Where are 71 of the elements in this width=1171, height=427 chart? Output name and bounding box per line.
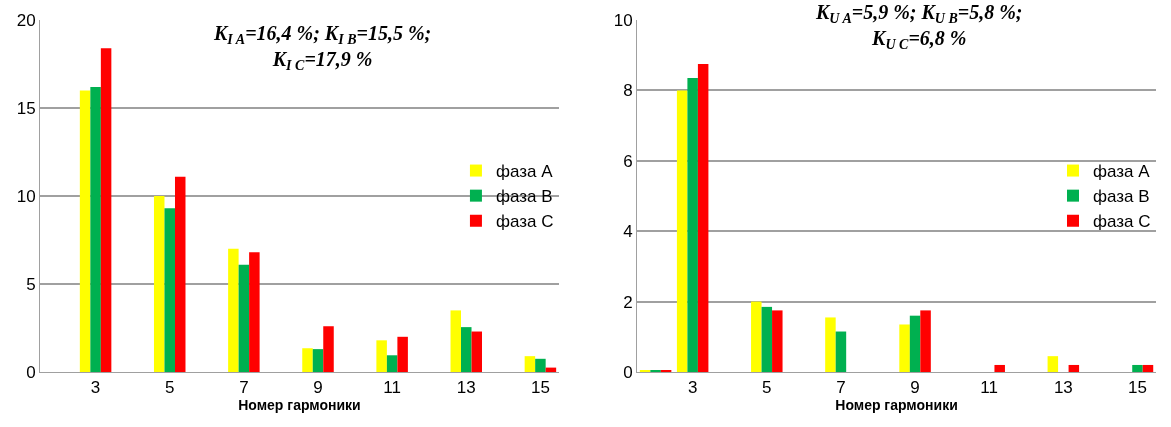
legend-label: фаза C (1093, 212, 1151, 232)
bar (238, 264, 250, 372)
bar (676, 90, 688, 372)
bar (90, 86, 101, 372)
bar (909, 315, 921, 372)
bar (386, 355, 398, 372)
bar (687, 78, 698, 372)
bar (1047, 356, 1059, 372)
bar (761, 306, 773, 372)
bar (1142, 364, 1154, 372)
x-tick-label: 7 (239, 378, 249, 398)
bar (249, 252, 260, 372)
bar (450, 310, 462, 372)
bar (323, 326, 334, 372)
x-tick-label: 11 (980, 378, 999, 398)
chart-title: K$_{U A}$=5,9 %; K$_{U B}$=5,8 %; K$_{U C}$=6,8 % (816, 1, 1023, 53)
chart-title: K$_{I A}$=16,4 %; K$_{I B}$=15,5 %; K$_{I C}$=17,9 % (214, 22, 432, 74)
bar (312, 349, 324, 372)
y-tick-label: 10 (16, 186, 36, 206)
y-tick-label: 15 (16, 98, 36, 118)
bar (994, 364, 1005, 372)
bar (1132, 364, 1143, 372)
x-axis-title: Номер гармоники (238, 397, 361, 414)
bar (100, 48, 112, 372)
x-tick-label: 3 (90, 378, 101, 398)
bar (397, 336, 408, 372)
legend-label: фаза A (495, 162, 554, 182)
bar (920, 310, 931, 372)
bar (835, 331, 847, 372)
legend-label: фаза B (1093, 187, 1150, 207)
x-tick-label: 15 (1128, 378, 1147, 398)
y-tick-label: 0 (26, 362, 36, 382)
bar (697, 64, 709, 372)
bar (461, 327, 472, 372)
legend-label: фаза A (1093, 162, 1151, 182)
bar (535, 358, 546, 372)
legend-label: фаза B (495, 187, 553, 207)
legend-label: фаза C (495, 212, 554, 232)
x-axis-title: Номер гармоники (835, 397, 958, 414)
bar (228, 248, 239, 372)
bar (174, 176, 186, 372)
bar (79, 90, 91, 372)
x-tick-label: 9 (313, 378, 323, 398)
x-tick-label: 5 (762, 378, 772, 398)
bar (153, 196, 165, 372)
bar (825, 317, 836, 372)
x-tick-label: 3 (687, 378, 698, 398)
x-tick-label: 13 (1053, 378, 1073, 398)
x-tick-label: 7 (836, 378, 846, 398)
y-tick-label: 10 (613, 10, 633, 30)
bar (751, 301, 762, 372)
y-tick-label: 8 (623, 81, 633, 101)
bar (164, 208, 175, 372)
bar (376, 340, 387, 372)
bar (772, 310, 783, 372)
y-tick-label: 4 (623, 222, 633, 242)
x-tick-label: 13 (456, 378, 476, 398)
x-tick-label: 5 (165, 378, 175, 398)
bar (302, 348, 313, 372)
y-tick-label: 2 (623, 292, 633, 312)
x-tick-label: 11 (383, 378, 401, 398)
y-tick-label: 6 (623, 151, 633, 171)
y-tick-label: 20 (16, 10, 36, 30)
bar (524, 356, 536, 372)
bar (471, 331, 483, 372)
x-tick-label: 9 (910, 378, 920, 398)
y-tick-label: 0 (623, 362, 633, 382)
bar (1068, 364, 1080, 372)
bar (899, 324, 910, 372)
y-tick-label: 5 (26, 274, 36, 294)
x-tick-label: 15 (530, 378, 550, 398)
